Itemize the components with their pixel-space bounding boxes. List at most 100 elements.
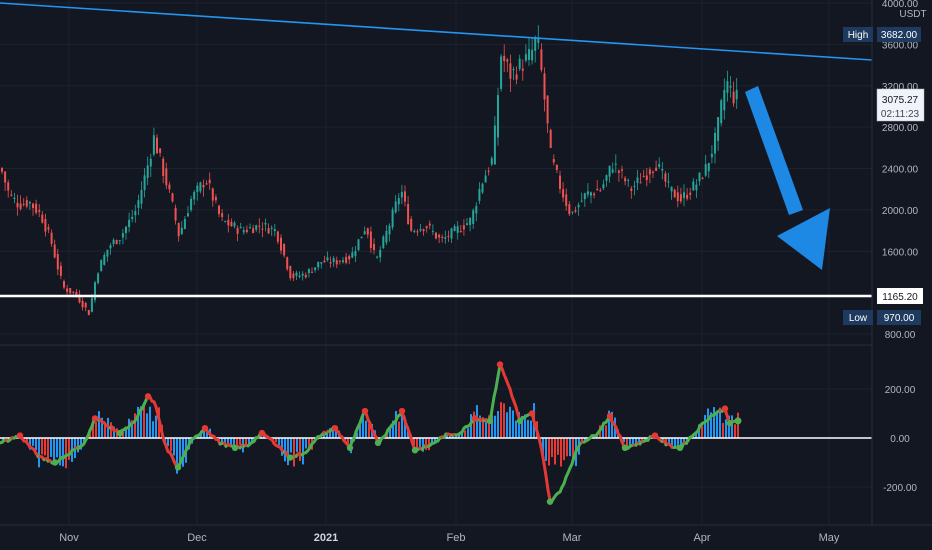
candle-body — [531, 49, 534, 61]
histogram-bar — [179, 438, 181, 466]
histogram-bar — [638, 438, 640, 445]
price-tick-label: 2800.00 — [882, 123, 919, 134]
candle-body — [670, 186, 673, 192]
time-axis-label: Dec — [187, 532, 207, 544]
descending-trendline[interactable] — [0, 2, 873, 61]
histogram-bar — [548, 438, 550, 466]
candle-body — [75, 291, 78, 296]
candle-body — [7, 182, 10, 191]
histogram-bar — [233, 438, 235, 449]
candle-body — [323, 260, 326, 263]
histogram-bar — [392, 420, 394, 438]
candle-body — [304, 274, 307, 278]
candle-body — [518, 58, 521, 69]
histogram-bar — [431, 438, 433, 446]
candle-body — [140, 190, 143, 204]
candle-body — [593, 193, 596, 196]
histogram-bar — [32, 438, 34, 446]
time-axis-label: Apr — [693, 532, 710, 544]
histogram-bar — [152, 421, 154, 438]
candle-body — [338, 260, 341, 262]
histogram-bar — [140, 406, 142, 438]
countdown-timer: 02:11:23 — [881, 109, 920, 120]
candle-body — [252, 228, 255, 234]
histogram-bar — [446, 434, 448, 438]
high-value: 3682.00 — [881, 30, 918, 41]
candle-body — [53, 244, 56, 258]
price-tick-label: 3200.00 — [882, 82, 919, 93]
histogram-bar — [47, 438, 49, 460]
candle-body — [162, 158, 165, 176]
candle-body — [193, 192, 196, 200]
candle-body — [180, 227, 183, 235]
candle-body — [630, 188, 633, 191]
price-axis-background[interactable] — [872, 0, 932, 525]
time-axis-background[interactable] — [0, 525, 932, 550]
candle-body — [249, 227, 251, 229]
time-axis-label: Mar — [563, 532, 582, 544]
histogram-bar — [167, 438, 169, 447]
candle-body — [211, 188, 214, 201]
time-axis-labels: Nov Dec 2021 Feb Mar Apr May — [59, 532, 840, 544]
histogram-bar — [35, 438, 37, 451]
candle-body — [360, 236, 363, 239]
candle-body — [264, 222, 267, 225]
candle-body — [456, 226, 459, 233]
price-tick-label: 2000.00 — [882, 206, 919, 217]
candle-body — [524, 54, 527, 61]
histogram-bar — [236, 438, 238, 445]
candle-body — [171, 193, 174, 202]
histogram-bar — [203, 431, 205, 438]
histogram-bar — [110, 422, 112, 438]
forecast-arrow[interactable] — [745, 86, 830, 270]
histogram-bar — [275, 438, 277, 443]
price-axis-ticks: 4000.00 3600.00 3200.00 2800.00 2400.00 2000.… — [882, 0, 919, 341]
candle-body — [314, 267, 317, 271]
price-tick-label: 4000.00 — [882, 0, 919, 10]
histogram-bar — [149, 406, 151, 438]
histogram-bar — [731, 415, 733, 438]
candle-body — [673, 189, 676, 198]
candle-body — [128, 219, 131, 228]
candle-body — [652, 171, 654, 173]
candle-body — [320, 262, 323, 264]
candle-body — [59, 265, 62, 276]
histogram-bar — [509, 406, 511, 438]
candle-body — [258, 225, 261, 227]
oscillator-trough-dot — [676, 444, 684, 451]
candle-body — [422, 229, 425, 232]
currency-label: USDT — [899, 9, 926, 20]
histogram-bar — [608, 410, 610, 438]
histogram-bar — [239, 438, 241, 445]
candle-body — [78, 294, 81, 303]
histogram-bar — [500, 402, 502, 438]
oscillator-peak-dot — [496, 361, 504, 368]
candle-body — [326, 257, 329, 261]
oscillator-peak-dot — [398, 407, 406, 415]
candle-body — [503, 55, 506, 62]
candle-body — [177, 222, 180, 237]
candle-body — [38, 210, 41, 212]
candle-body — [103, 255, 106, 265]
time-axis-label: Nov — [59, 532, 79, 544]
candle-body — [239, 226, 242, 229]
candle-body — [369, 231, 372, 249]
candle-body — [642, 176, 645, 178]
histogram-bar — [482, 417, 484, 438]
histogram-bar — [605, 425, 607, 438]
candle-body — [723, 90, 726, 111]
price-candles — [1, 25, 738, 316]
histogram-bar — [278, 438, 280, 446]
candle-body — [617, 170, 620, 173]
histogram-bar — [518, 412, 520, 438]
histogram-bar — [65, 438, 67, 469]
candle-body — [301, 273, 304, 276]
histogram-bar — [581, 438, 583, 442]
candle-body — [168, 184, 171, 190]
candle-body — [614, 163, 617, 165]
candle-body — [571, 211, 574, 213]
candle-body — [134, 211, 137, 216]
candle-body — [621, 169, 623, 171]
histogram-bar — [173, 438, 175, 456]
